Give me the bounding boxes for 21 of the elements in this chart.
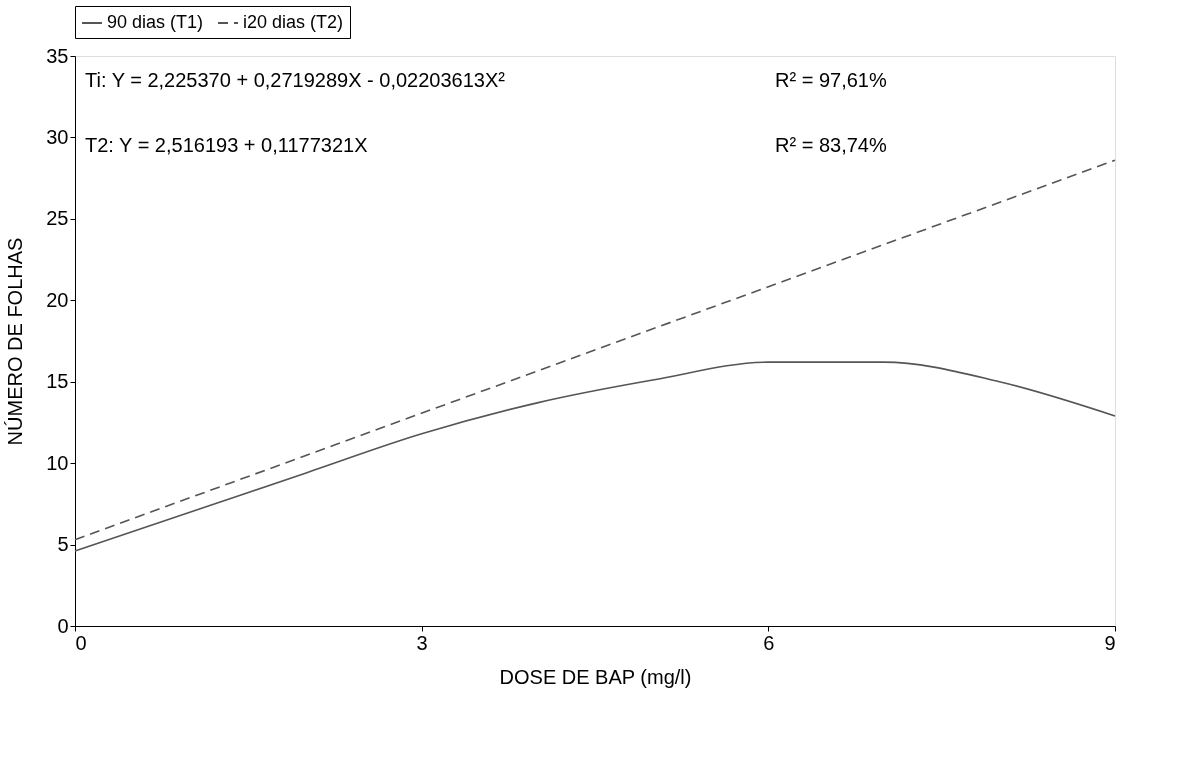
line-series [74,361,1116,552]
y-tick-label: 15 [46,370,69,393]
annotation: Ti: Y = 2,225370 + 0,2719289X - 0,02203613X² [85,69,506,91]
x-tick-label: 0 [75,631,87,654]
y-tick-label: 30 [46,125,69,148]
y-axis-title: NÚMERO DE FOLHAS [4,237,27,446]
x-tick-label: 9 [1104,631,1116,654]
annotation: T2: Y = 2,516193 + 0,1177321X [85,134,368,156]
legend-label: i20 dias (T2) [243,12,344,32]
y-tick-label: 35 [46,44,69,67]
y-tick-label: 20 [46,288,69,311]
x-tick-label: 3 [416,631,428,654]
y-tick-label: 0 [57,614,69,637]
x-tick-label: 6 [763,631,775,654]
annotation: R² = 83,74% [775,134,887,156]
annotation: R² = 97,61% [775,69,887,91]
y-tick-label: 10 [46,451,69,474]
y-tick-label: 5 [57,533,69,556]
y-tick-label: 25 [46,207,69,230]
x-axis-title: DOSE DE BAP (mg/l) [499,665,692,688]
legend-label: 90 dias (T1) [107,12,204,32]
